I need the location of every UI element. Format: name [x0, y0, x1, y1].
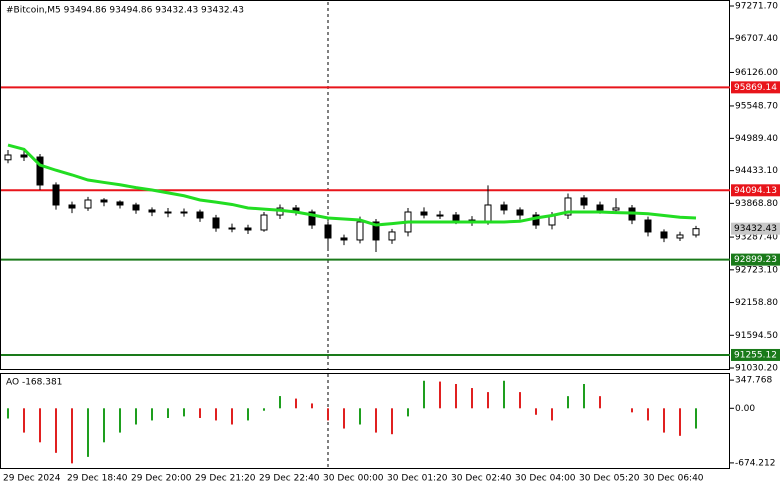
candle-body: [20, 154, 28, 158]
level-tag: [731, 253, 780, 266]
y-tick-label: 96126.00: [735, 68, 778, 78]
candle-body: [180, 211, 188, 214]
x-tick-label: 30 Dec 02:40: [451, 474, 512, 484]
x-tick-label: 29 Dec 2024: [3, 474, 61, 484]
y-tick-label: 97271.70: [735, 2, 778, 12]
chart-title: #Bitcoin,M5 93494.86 93494.86 93432.43 9…: [6, 6, 244, 16]
candle-body: [196, 211, 204, 219]
candle-body: [52, 184, 60, 206]
candle-body: [660, 231, 668, 239]
moving-average: [7, 143, 697, 227]
level-tag: [731, 81, 780, 94]
level-label: 92899.23: [734, 255, 777, 265]
y-tick-label: 0.00: [735, 404, 755, 414]
candle-body: [484, 204, 492, 223]
candle-body: [500, 204, 508, 211]
candle-body: [340, 237, 348, 241]
x-tick-label: 30 Dec 04:00: [515, 474, 576, 484]
ao-title: AO -168.381: [6, 378, 62, 388]
candle-body: [132, 204, 140, 211]
candle-body: [148, 209, 156, 213]
candle-body: [388, 231, 396, 241]
y-tick-label: 95548.70: [735, 101, 778, 111]
x-tick-label: 30 Dec 01:20: [387, 474, 448, 484]
candle-body: [228, 227, 236, 230]
y-tick-label: 91594.50: [735, 331, 778, 341]
x-tick-label: 29 Dec 20:00: [131, 474, 192, 484]
x-tick-label: 30 Dec 06:40: [643, 474, 704, 484]
candle-body: [580, 197, 588, 206]
candle-body: [356, 221, 364, 241]
candle-body: [436, 214, 444, 217]
candle-body: [244, 227, 252, 231]
level-label: 95869.14: [734, 83, 777, 93]
candle-body: [308, 211, 316, 226]
candle-body: [564, 197, 572, 216]
y-tick-label: 93868.80: [735, 199, 778, 209]
y-tick-label: 347.768: [735, 376, 772, 386]
x-tick-label: 29 Dec 18:40: [67, 474, 128, 484]
y-tick-label: -674.212: [735, 458, 775, 468]
x-tick-label: 29 Dec 21:20: [195, 474, 256, 484]
candle-body: [644, 219, 652, 233]
y-tick-label: 94433.10: [735, 166, 778, 176]
current-price-tag: [731, 222, 780, 235]
y-tick-label: 92723.10: [735, 265, 778, 275]
level-label: 91255.12: [734, 350, 777, 360]
candle-body: [676, 234, 684, 239]
candle-body: [420, 211, 428, 216]
y-tick-label: 91030.20: [735, 364, 778, 374]
x-tick-label: 30 Dec 00:00: [323, 474, 384, 484]
candle-body: [164, 211, 172, 214]
y-tick-label: 96707.40: [735, 34, 778, 44]
candle-body: [100, 199, 108, 203]
candle-body: [324, 224, 332, 239]
candle-body: [4, 154, 12, 161]
candle-body: [116, 201, 124, 206]
y-tick-label: 93287.40: [735, 233, 778, 243]
ao-panel: [0, 373, 730, 469]
candle-body: [84, 199, 92, 209]
y-tick-label: 94989.40: [735, 134, 778, 144]
current-price-label: 93432.43: [734, 224, 777, 234]
candle-body: [36, 156, 44, 186]
level-tag: [731, 348, 780, 361]
x-tick-label: 29 Dec 22:40: [259, 474, 320, 484]
candle-body: [516, 209, 524, 216]
candle-body: [596, 204, 604, 211]
candle-body: [260, 214, 268, 231]
y-tick-label: 92158.80: [735, 298, 778, 308]
candle-body: [68, 204, 76, 209]
level-tag: [731, 184, 780, 197]
x-tick-label: 30 Dec 05:20: [579, 474, 640, 484]
candle-body: [372, 221, 380, 241]
price-panel: [0, 0, 730, 370]
candle-body: [692, 228, 700, 236]
level-label: 94094.13: [734, 186, 777, 196]
candle-body: [212, 217, 220, 229]
candle-body: [612, 207, 620, 211]
candle-body: [452, 214, 460, 221]
